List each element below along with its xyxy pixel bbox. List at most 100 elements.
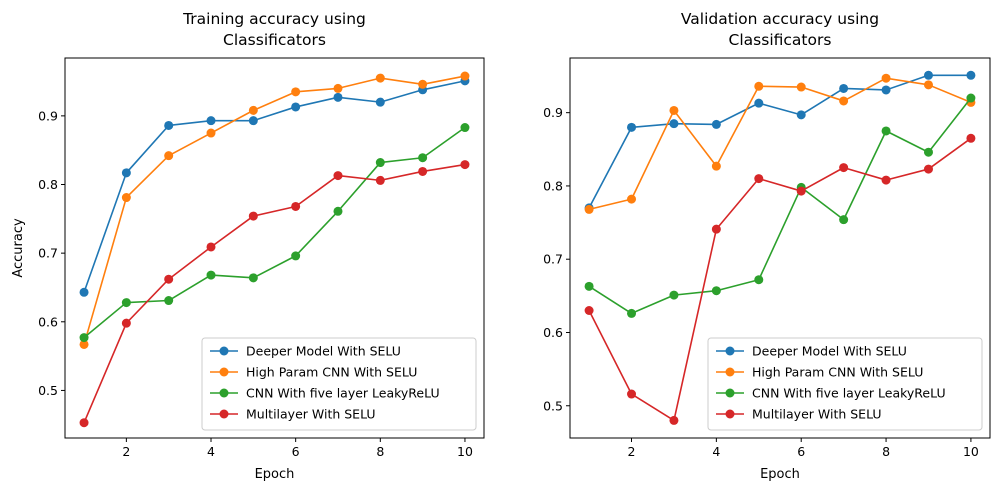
legend-label: Multilayer With SELU	[246, 407, 376, 422]
y-tick-label: 0.7	[543, 252, 563, 267]
x-tick-label: 6	[292, 444, 300, 459]
legend-label: High Param CNN With SELU	[246, 365, 417, 380]
data-point	[669, 105, 679, 115]
x-tick-label: 8	[376, 444, 384, 459]
y-tick-label: 0.6	[38, 314, 58, 329]
series-line	[588, 77, 972, 211]
y-tick-label: 0.9	[38, 108, 58, 123]
data-point	[291, 87, 301, 97]
data-point	[796, 110, 806, 120]
legend-marker	[219, 367, 229, 377]
data-point	[248, 211, 258, 221]
series-line	[83, 126, 466, 339]
plot-frame	[64, 57, 485, 439]
x-tick-label: 2	[628, 444, 636, 459]
data-point	[121, 298, 131, 308]
x-tick-label: 2	[122, 444, 130, 459]
data-point	[206, 242, 216, 252]
data-point	[839, 163, 849, 173]
validation-accuracy-chart: Validation accuracy using Classificators 2…	[543, 10, 991, 482]
data-point	[333, 83, 343, 93]
data-point	[966, 70, 976, 80]
x-axis-label: Epoch	[255, 467, 295, 482]
legend-box	[201, 337, 477, 431]
x-tick-label: 10	[963, 444, 979, 459]
y-tick-label: 0.5	[543, 398, 563, 413]
series-3	[584, 133, 976, 425]
x-tick-label: 6	[797, 444, 805, 459]
data-point	[711, 161, 721, 171]
y-tick-label: 0.8	[38, 177, 58, 192]
data-point	[627, 389, 637, 399]
data-point	[291, 102, 301, 112]
legend-label: High Param CNN With SELU	[752, 365, 923, 380]
series-0	[584, 70, 976, 213]
legend-marker	[219, 409, 229, 419]
data-point	[333, 92, 343, 102]
y-tick-label: 0.8	[543, 178, 563, 193]
series-2	[584, 93, 976, 318]
legend-box	[707, 337, 983, 431]
x-axis-label: Epoch	[760, 467, 800, 482]
data-point	[754, 174, 764, 184]
legend-marker	[725, 388, 735, 398]
series-line	[83, 80, 466, 293]
data-point	[418, 79, 428, 89]
data-point	[79, 287, 89, 297]
x-tick-label: 4	[712, 444, 720, 459]
legend-marker	[219, 346, 229, 356]
data-point	[375, 158, 385, 168]
data-point	[164, 296, 174, 306]
data-point	[627, 122, 637, 132]
series-line	[588, 137, 972, 422]
legend-marker	[725, 409, 735, 419]
x-tick-label: 8	[882, 444, 890, 459]
x-tick-label: 4	[207, 444, 215, 459]
data-point	[164, 151, 174, 161]
legend: Deeper Model With SELU High Param CNN Wit…	[201, 337, 477, 431]
data-point	[923, 164, 933, 174]
data-point	[881, 126, 891, 136]
data-point	[881, 73, 891, 83]
series-line	[588, 97, 972, 315]
data-point	[460, 123, 470, 133]
data-point	[291, 251, 301, 261]
data-point	[627, 308, 637, 318]
data-point	[248, 273, 258, 283]
data-point	[418, 153, 428, 163]
training-accuracy-chart: Training accuracy using Classificators 2 4 6…	[11, 10, 485, 482]
legend-marker	[219, 388, 229, 398]
chart-title-line: Training accuracy using	[182, 10, 366, 28]
y-tick-label: 0.7	[38, 246, 58, 261]
legend-label: Deeper Model With SELU	[246, 344, 401, 359]
series-1	[584, 73, 976, 214]
data-point	[796, 82, 806, 92]
y-tick-label: 0.6	[543, 325, 563, 340]
data-point	[121, 168, 131, 178]
data-point	[796, 186, 806, 196]
chart-title-line: Classificators	[223, 31, 326, 49]
series-line	[83, 163, 466, 424]
data-point	[418, 166, 428, 176]
data-point	[584, 306, 594, 316]
data-point	[711, 119, 721, 129]
data-point	[711, 224, 721, 234]
data-point	[966, 133, 976, 143]
data-point	[375, 97, 385, 107]
data-point	[627, 194, 637, 204]
data-point	[79, 333, 89, 343]
series-1	[79, 71, 470, 349]
data-point	[79, 339, 89, 349]
data-point	[121, 193, 131, 203]
legend-marker	[725, 367, 735, 377]
data-point	[460, 71, 470, 81]
data-point	[248, 116, 258, 126]
data-point	[881, 85, 891, 95]
series-line	[83, 75, 466, 345]
data-point	[584, 281, 594, 291]
data-point	[206, 116, 216, 126]
legend-label: Deeper Model With SELU	[752, 344, 907, 359]
data-point	[923, 70, 933, 80]
series-2	[79, 123, 470, 343]
